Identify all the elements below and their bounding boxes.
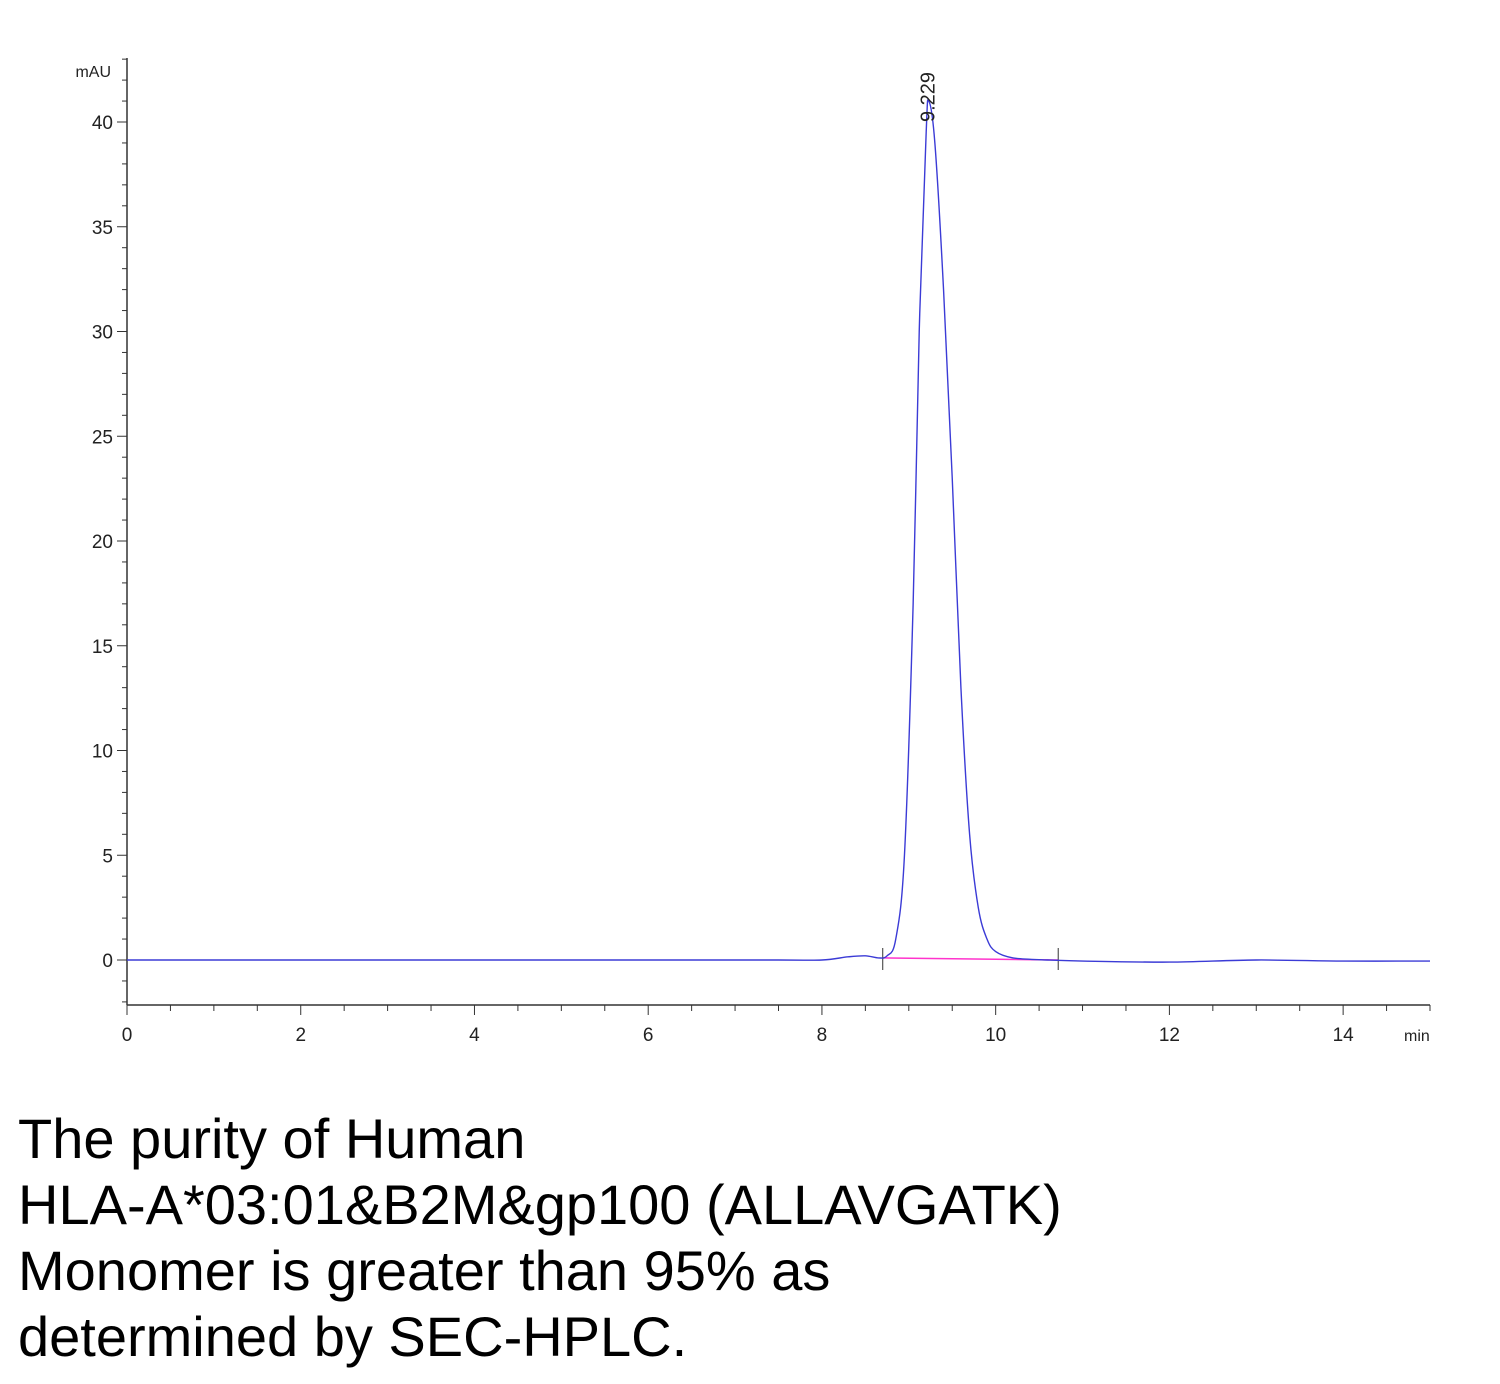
ticks bbox=[117, 58, 1431, 1015]
y-tick-label: 0 bbox=[102, 951, 113, 972]
x-tick-label: 8 bbox=[817, 1025, 828, 1046]
labels-layer: 0 5 10 15 20 25 30 35 40 mAU 0 2 4 6 8 10 12 14 min 9.229 bbox=[75, 64, 1429, 1046]
y-tick-label: 30 bbox=[92, 323, 113, 344]
caption: The purity of Human HLA-A*03:01&B2M&gp10… bbox=[18, 1106, 1478, 1370]
x-tick-label: 12 bbox=[1159, 1025, 1180, 1046]
series-layer bbox=[127, 99, 1431, 963]
caption-line: The purity of Human bbox=[18, 1107, 526, 1170]
y-tick-label: 15 bbox=[92, 637, 113, 658]
y-tick-label: 10 bbox=[92, 742, 113, 763]
x-axis-unit-label: min bbox=[1404, 1028, 1430, 1045]
peak-retention-time-label: 9.229 bbox=[918, 72, 940, 122]
y-tick-label: 20 bbox=[92, 532, 113, 553]
x-tick-label: 4 bbox=[469, 1025, 480, 1046]
caption-line: Monomer is greater than 95% as bbox=[18, 1239, 831, 1302]
y-axis-unit-label: mAU bbox=[75, 64, 111, 81]
y-tick-label: 25 bbox=[92, 427, 113, 448]
axes bbox=[126, 58, 1430, 1006]
x-tick-label: 0 bbox=[122, 1025, 133, 1046]
y-tick-label: 35 bbox=[92, 218, 113, 239]
chromatogram-svg: 0 5 10 15 20 25 30 35 40 mAU 0 2 4 6 8 10 12 14 min 9.229 bbox=[75, 58, 1431, 1046]
y-tick-label: 5 bbox=[102, 846, 113, 867]
caption-line: determined by SEC-HPLC. bbox=[18, 1305, 688, 1368]
x-tick-label: 2 bbox=[295, 1025, 306, 1046]
x-tick-label: 10 bbox=[985, 1025, 1006, 1046]
chromatogram-trace bbox=[127, 99, 1431, 963]
y-tick-label: 40 bbox=[92, 113, 113, 134]
x-tick-label: 6 bbox=[643, 1025, 654, 1046]
chromatogram-chart: 0 5 10 15 20 25 30 35 40 mAU 0 2 4 6 8 10 12 14 min 9.229 bbox=[75, 58, 1431, 1046]
x-tick-label: 14 bbox=[1333, 1025, 1355, 1046]
caption-line: HLA-A*03:01&B2M&gp100 (ALLAVGATK) bbox=[18, 1173, 1062, 1236]
